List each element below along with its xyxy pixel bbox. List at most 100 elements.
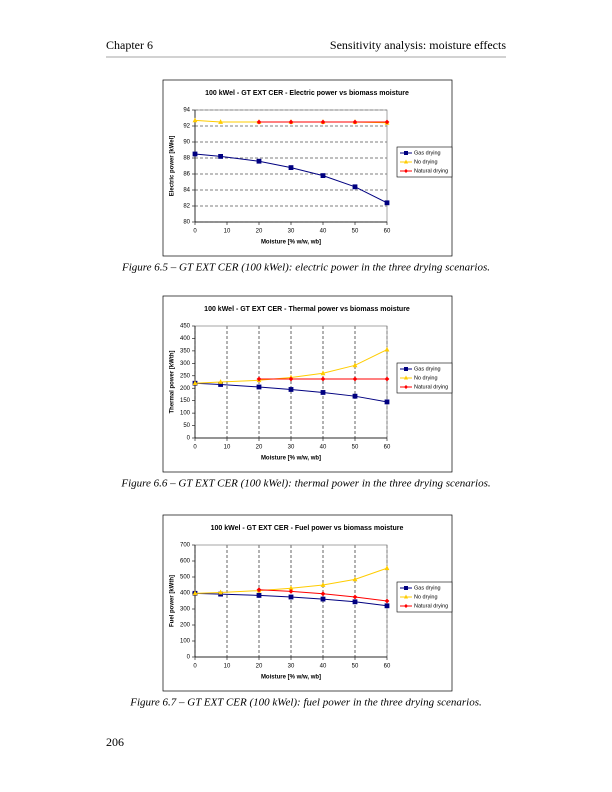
y-tick-label: 200 [180, 623, 191, 629]
y-tick-label: 250 [180, 373, 191, 379]
marker [404, 169, 408, 173]
marker [320, 376, 326, 382]
marker [256, 593, 262, 598]
y-tick-label: 400 [180, 336, 191, 342]
legend-label: No drying [414, 594, 438, 600]
chart-title: 100 kWel - GT EXT CER - Thermal power vs… [204, 306, 410, 313]
y-tick-label: 90 [183, 140, 190, 146]
chart-title: 100 kWel - GT EXT CER - Fuel power vs bi… [211, 525, 404, 532]
marker [404, 604, 408, 608]
marker [320, 119, 326, 125]
marker [384, 376, 390, 382]
marker [352, 376, 358, 382]
marker [384, 346, 390, 352]
y-tick-label: 400 [180, 591, 191, 597]
y-tick-label: 86 [183, 172, 190, 178]
marker [288, 119, 294, 125]
x-tick-label: 60 [384, 229, 391, 235]
y-axis-label: Electric power [kWel] [170, 136, 176, 197]
marker [256, 158, 262, 164]
y-tick-label: 300 [180, 607, 191, 613]
marker [218, 382, 223, 387]
y-tick-label: 0 [187, 436, 191, 442]
y-tick-label: 450 [180, 324, 191, 330]
header-left: Chapter 6 [106, 38, 153, 52]
x-axis-label: Moisture [% w/w, wb] [261, 675, 321, 681]
marker [384, 399, 390, 405]
y-tick-label: 350 [180, 348, 191, 354]
x-tick-label: 0 [193, 445, 197, 451]
x-axis-label: Moisture [% w/w, wb] [261, 240, 321, 246]
y-axis-label: Fuel power [kWth] [170, 575, 176, 627]
y-tick-label: 100 [180, 411, 191, 417]
marker [256, 587, 262, 593]
marker [404, 375, 408, 380]
marker [352, 184, 358, 190]
x-tick-label: 40 [320, 664, 327, 670]
page-number: 206 [106, 735, 124, 749]
x-tick-label: 0 [193, 229, 197, 235]
x-tick-label: 20 [256, 445, 263, 451]
y-tick-label: 0 [187, 655, 191, 661]
x-tick-label: 10 [224, 445, 231, 451]
y-tick-label: 150 [180, 398, 191, 404]
marker [352, 594, 358, 600]
legend-label: Natural drying [414, 384, 448, 390]
y-tick-label: 600 [180, 559, 191, 565]
marker [404, 151, 408, 155]
marker [218, 119, 223, 124]
marker [352, 362, 358, 368]
y-tick-label: 100 [180, 639, 191, 645]
marker [352, 576, 358, 582]
x-tick-label: 20 [256, 664, 263, 670]
marker [192, 151, 198, 157]
marker [288, 594, 294, 600]
x-tick-label: 50 [352, 229, 359, 235]
marker [404, 385, 408, 389]
legend-label: No drying [414, 375, 438, 381]
marker [320, 173, 326, 178]
marker [352, 393, 358, 399]
marker [384, 200, 390, 206]
marker [384, 119, 390, 125]
y-tick-label: 50 [183, 423, 190, 429]
marker [288, 165, 294, 170]
x-tick-label: 0 [193, 664, 197, 670]
marker [256, 384, 262, 390]
marker [404, 367, 408, 371]
marker [404, 586, 408, 590]
marker [288, 387, 294, 392]
x-tick-label: 60 [384, 664, 391, 670]
x-tick-label: 20 [256, 229, 263, 235]
marker [256, 376, 262, 382]
chart-title: 100 kWel - GT EXT CER - Electric power v… [205, 90, 409, 97]
figure-caption: Figure 6.5 – GT EXT CER (100 kWel): elec… [121, 262, 490, 274]
marker [320, 582, 326, 587]
marker [404, 594, 408, 599]
x-tick-label: 30 [288, 445, 295, 451]
x-tick-label: 30 [288, 229, 295, 235]
y-tick-label: 92 [183, 124, 190, 130]
y-axis-label: Thermal power [kWth] [170, 350, 176, 413]
y-tick-label: 300 [180, 361, 191, 367]
x-tick-label: 30 [288, 664, 295, 670]
marker [384, 565, 390, 571]
legend-label: Natural drying [414, 603, 448, 609]
marker [256, 119, 262, 125]
marker [320, 596, 326, 602]
figure-caption: Figure 6.7 – GT EXT CER (100 kWel): fuel… [129, 697, 482, 709]
legend-label: No drying [414, 159, 438, 165]
y-tick-label: 82 [183, 204, 190, 210]
marker [218, 589, 223, 595]
y-tick-label: 200 [180, 386, 191, 392]
marker [320, 390, 326, 395]
marker [384, 603, 390, 609]
marker [288, 585, 294, 591]
y-tick-label: 80 [183, 220, 190, 226]
marker [404, 159, 408, 164]
marker [192, 380, 198, 386]
x-axis-label: Moisture [% w/w, wb] [261, 456, 321, 462]
header-right: Sensitivity analysis: moisture effects [330, 38, 506, 52]
legend-label: Gas drying [414, 150, 441, 156]
x-tick-label: 60 [384, 445, 391, 451]
